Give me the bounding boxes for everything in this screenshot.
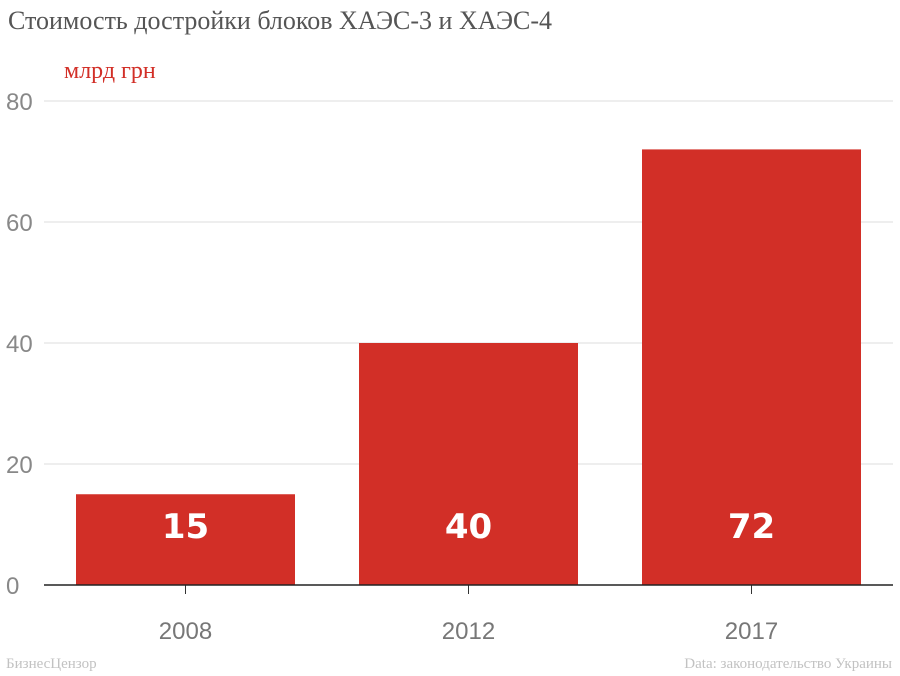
y-tick-label: 0 <box>6 573 19 600</box>
x-tick-label: 2012 <box>442 618 495 645</box>
x-tick-label: 2017 <box>725 618 778 645</box>
data-label: 72 <box>728 507 775 547</box>
data-label: 40 <box>445 507 492 547</box>
publisher-label: БизнесЦензор <box>6 656 97 672</box>
bar-2012 <box>359 343 578 585</box>
bar-2017 <box>642 149 861 585</box>
y-tick-label: 20 <box>6 452 33 479</box>
data-source-label: Data: законодательство Украины <box>684 656 892 672</box>
x-tick-label: 2008 <box>159 618 212 645</box>
bar-2008 <box>76 494 295 585</box>
unit-label: млрд грн <box>64 58 156 84</box>
y-tick-label: 60 <box>6 210 33 237</box>
data-label: 15 <box>162 507 209 547</box>
chart-title: Стоимость достройки блоков ХАЭС-3 и ХАЭС… <box>8 6 553 35</box>
y-tick-label: 80 <box>6 89 33 116</box>
y-tick-label: 40 <box>6 331 33 358</box>
